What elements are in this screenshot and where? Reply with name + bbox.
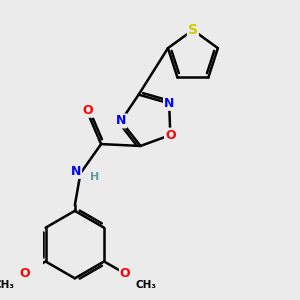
Text: O: O bbox=[165, 129, 175, 142]
Text: H: H bbox=[90, 172, 99, 182]
Text: N: N bbox=[71, 165, 81, 178]
Text: N: N bbox=[164, 97, 174, 110]
Text: O: O bbox=[82, 104, 93, 117]
Text: S: S bbox=[188, 23, 198, 37]
Text: CH₃: CH₃ bbox=[135, 280, 156, 290]
Text: O: O bbox=[120, 267, 130, 280]
Text: CH₃: CH₃ bbox=[0, 280, 14, 290]
Text: N: N bbox=[116, 114, 126, 128]
Text: O: O bbox=[19, 267, 30, 280]
